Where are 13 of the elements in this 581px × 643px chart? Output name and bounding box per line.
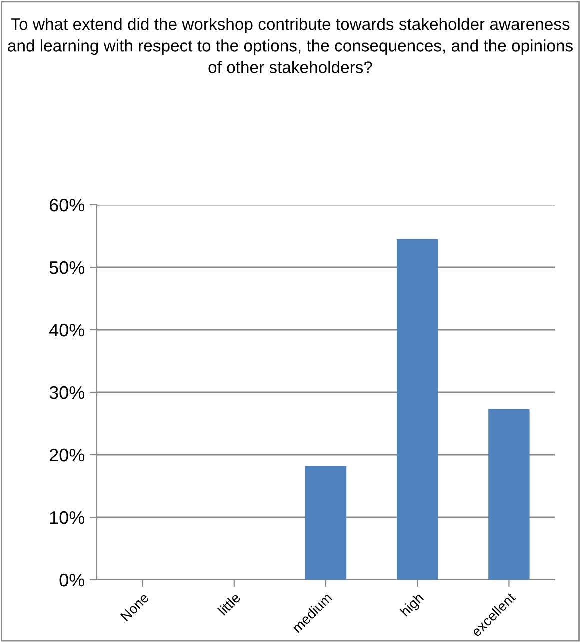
bar — [488, 409, 530, 580]
y-tick-label: 10% — [50, 511, 85, 524]
x-tick-label: high — [400, 592, 426, 619]
y-tick-label: 60% — [50, 198, 85, 212]
y-tick-label: 0% — [60, 574, 85, 587]
y-tick-label: 40% — [49, 324, 85, 337]
chart-title: To what extend did the workshop contribute towards stakeholder awareness and learning with respect to the options, the consequences, and the opinions of other stakeholders? — [8, 18, 573, 74]
y-tick-label: 20% — [50, 448, 85, 462]
x-tick-label: little — [218, 592, 242, 616]
bar — [305, 466, 347, 580]
bar — [396, 239, 438, 580]
y-tick-label: 30% — [50, 386, 85, 400]
y-tick-label: 50% — [50, 261, 85, 274]
